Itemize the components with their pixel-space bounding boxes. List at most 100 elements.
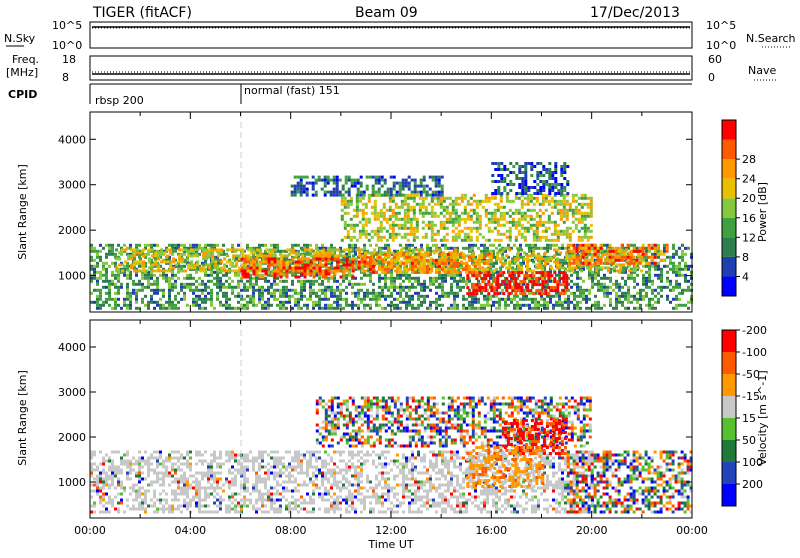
range-cell [544, 280, 547, 283]
range-cell [666, 265, 669, 268]
range-cell [497, 239, 500, 242]
range-cell [168, 307, 171, 310]
range-cell [414, 268, 417, 271]
range-cell [393, 176, 396, 179]
range-cell [351, 185, 354, 188]
range-cell [294, 289, 297, 292]
range-cell [384, 274, 387, 277]
range-cell [388, 248, 391, 251]
range-cell [619, 266, 622, 269]
range-cell [675, 286, 678, 289]
range-cell [304, 264, 307, 267]
range-cell [554, 206, 557, 209]
range-cell [503, 168, 506, 171]
range-cell [536, 239, 539, 242]
range-cell [594, 283, 597, 286]
range-cell [252, 283, 255, 286]
range-cell [529, 289, 532, 292]
range-cell [129, 292, 132, 295]
range-cell [564, 262, 567, 265]
range-cell [520, 280, 523, 283]
range-cell [434, 197, 437, 200]
range-cell [283, 267, 286, 270]
range-cell [132, 289, 135, 292]
range-cell [387, 194, 390, 197]
range-cell [408, 286, 411, 289]
range-cell [344, 236, 347, 239]
range-cell [177, 277, 180, 280]
range-cell [201, 307, 204, 310]
range-cell [392, 212, 395, 215]
range-cell [585, 289, 588, 292]
range-cell [550, 257, 553, 260]
range-cell [114, 286, 117, 289]
range-cell [535, 283, 538, 286]
range-cell [540, 295, 543, 298]
range-cell [436, 248, 439, 251]
range-cell [118, 263, 121, 266]
range-cell [474, 298, 477, 301]
range-cell [405, 179, 408, 182]
range-cell [491, 180, 494, 183]
range-cell [226, 269, 229, 272]
range-cell [513, 304, 516, 307]
range-cell [312, 176, 315, 179]
range-cell [377, 230, 380, 233]
range-cell [441, 244, 444, 247]
range-cell [96, 304, 99, 307]
range-cell [444, 253, 447, 256]
range-cell [624, 280, 627, 283]
range-cell [318, 295, 321, 298]
range-cell [211, 254, 214, 257]
range-cell [476, 227, 479, 230]
range-cell [333, 289, 336, 292]
range-cell [575, 212, 578, 215]
range-cell [413, 227, 416, 230]
range-cell [517, 248, 520, 251]
range-cell [488, 239, 491, 242]
range-cell [618, 298, 621, 301]
range-cell [378, 280, 381, 283]
range-cell [538, 254, 541, 257]
range-cell [455, 203, 458, 206]
range-cell [111, 271, 114, 274]
range-cell [648, 277, 651, 280]
range-cell [395, 236, 398, 239]
range-cell [510, 301, 513, 304]
range-cell [450, 256, 453, 259]
range-cell [521, 186, 524, 189]
ytick-label: 2000 [58, 224, 86, 237]
range-cell [517, 266, 520, 269]
range-cell [557, 183, 560, 186]
range-cell [404, 227, 407, 230]
range-cell [297, 301, 300, 304]
range-cell [345, 298, 348, 301]
range-cell [261, 298, 264, 301]
range-cell [300, 179, 303, 182]
range-cell [452, 209, 455, 212]
range-cell [500, 180, 503, 183]
range-cell [133, 248, 136, 251]
range-cell [566, 180, 569, 183]
range-cell [627, 274, 630, 277]
range-cell [186, 286, 189, 289]
range-cell [566, 227, 569, 230]
range-cell [165, 307, 168, 310]
range-cell [524, 203, 527, 206]
range-cell [232, 269, 235, 272]
range-cell [312, 182, 315, 185]
range-cell [500, 224, 503, 227]
range-cell [502, 280, 505, 283]
range-cell [438, 274, 441, 277]
range-cell [413, 194, 416, 197]
range-cell [99, 292, 102, 295]
range-cell [312, 292, 315, 295]
range-cell [136, 260, 139, 263]
range-cell [576, 295, 579, 298]
range-cell [195, 289, 198, 292]
range-cell [408, 295, 411, 298]
range-cell [114, 301, 117, 304]
range-cell [483, 250, 486, 253]
range-cell [512, 171, 515, 174]
range-cell [171, 289, 174, 292]
